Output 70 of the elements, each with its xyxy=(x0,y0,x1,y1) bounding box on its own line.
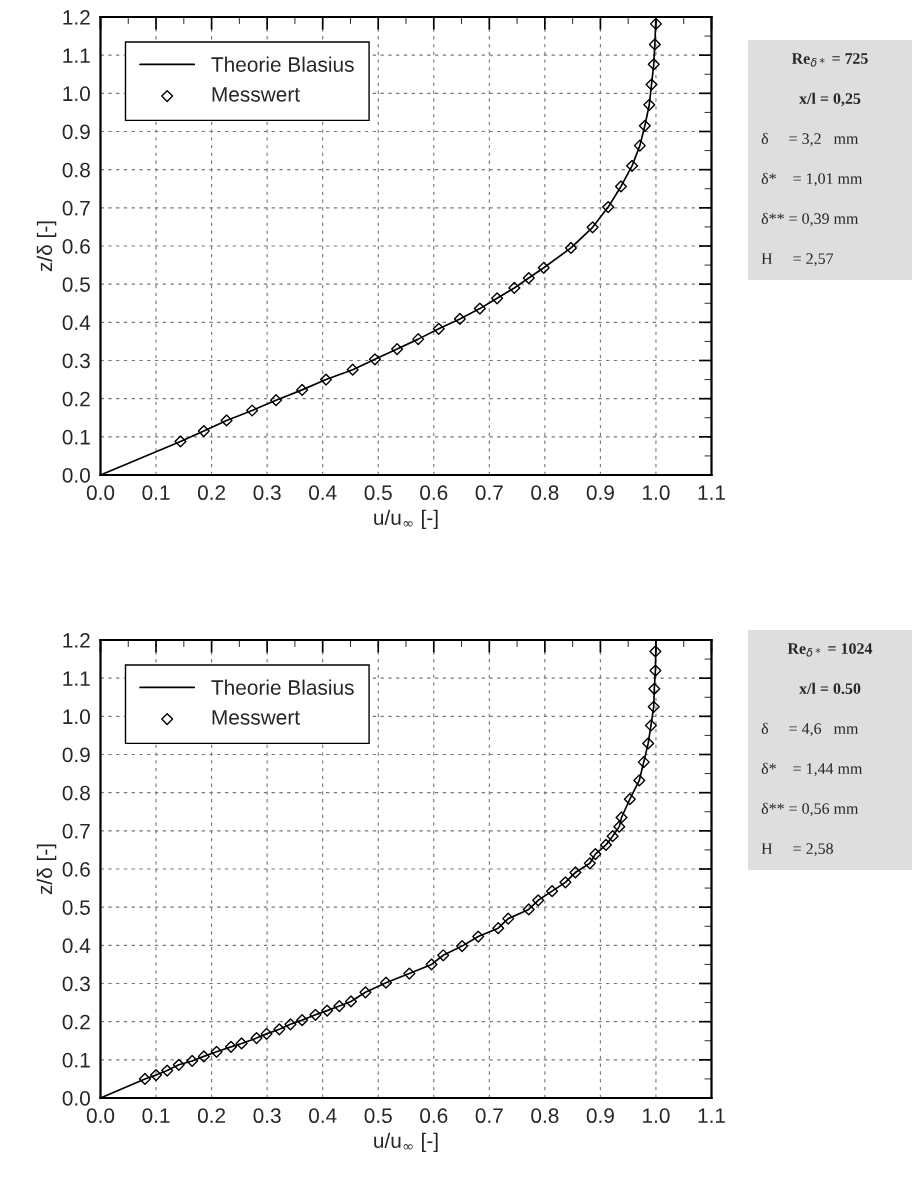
y-tick-label: 1.0 xyxy=(63,86,90,102)
x-axis-title: u/u$_{∞}$ [-] xyxy=(374,509,438,530)
y-tick-label: 0.1 xyxy=(62,429,90,445)
x-tick-label: 0.2 xyxy=(197,1108,226,1124)
y-tick-label: 1.1 xyxy=(63,48,90,63)
text: x/l = 0.50 xyxy=(799,682,861,695)
y-tick-label: 0.0 xyxy=(62,1091,90,1106)
x-tick-label: 0.1 xyxy=(142,1108,170,1124)
text: Re$_{δ*}$ = 725 xyxy=(791,53,868,67)
legend-label: Messwert xyxy=(212,87,300,102)
text: H = 2,57 xyxy=(761,253,834,267)
x-tick-label: 0.3 xyxy=(253,1108,281,1124)
x-tick-label: 0.3 xyxy=(253,485,281,501)
y-tick-label: 1.2 xyxy=(63,633,90,648)
x-tick-label: 0.6 xyxy=(420,485,448,501)
y-axis-title: z/δ [-] xyxy=(36,844,57,895)
y-tick-label: 0.5 xyxy=(62,277,90,292)
text: δ* = 1,44 mm xyxy=(761,762,863,777)
y-tick-label: 0.4 xyxy=(62,938,91,954)
x-tick-label: 1.0 xyxy=(643,1108,670,1124)
y-tick-label: 1.1 xyxy=(63,671,90,686)
text: δ = 3,2 mm xyxy=(761,132,859,147)
y-tick-label: 0.1 xyxy=(62,1052,90,1068)
y-tick-label: 0.6 xyxy=(62,239,90,254)
legend-label: Theorie Blasius xyxy=(211,56,354,72)
x-tick-label: 0.5 xyxy=(364,485,392,501)
y-tick-label: 0.9 xyxy=(62,747,90,763)
x-axis-title: u/u$_{∞}$ [-] xyxy=(374,1132,438,1153)
x-tick-label: 0.0 xyxy=(86,1108,115,1124)
x-tick-label: 0.7 xyxy=(475,485,503,501)
y-tick-label: 1.2 xyxy=(63,10,90,25)
text: δ** = 0,39 mm xyxy=(761,212,859,227)
y-tick-label: 0.6 xyxy=(62,862,90,877)
x-tick-label: 0.8 xyxy=(531,485,559,501)
y-tick-label: 0.3 xyxy=(62,353,90,369)
text: Re$_{δ*}$ = 1024 xyxy=(787,643,873,657)
x-tick-label: 1.1 xyxy=(698,1108,725,1123)
text: δ** = 0,56 mm xyxy=(761,802,859,817)
y-tick-label: 1.0 xyxy=(63,709,90,725)
y-tick-label: 0.5 xyxy=(62,900,90,915)
x-tick-label: 0.9 xyxy=(586,485,614,501)
x-tick-label: 0.0 xyxy=(86,485,115,501)
x-tick-label: 0.4 xyxy=(309,485,337,501)
x-tick-label: 0.2 xyxy=(197,485,226,501)
y-tick-label: 0.7 xyxy=(62,823,90,839)
x-tick-label: 0.7 xyxy=(475,1108,503,1124)
text: δ* = 1,01 mm xyxy=(761,172,863,187)
y-tick-label: 0.0 xyxy=(62,468,90,483)
y-tick-label: 0.8 xyxy=(62,162,90,178)
x-tick-label: 0.9 xyxy=(586,1108,614,1124)
y-tick-label: 0.4 xyxy=(62,315,91,331)
text: H = 2,58 xyxy=(761,843,833,857)
x-tick-label: 0.5 xyxy=(364,1108,392,1124)
y-tick-label: 0.8 xyxy=(62,785,90,801)
legend-label: Messwert xyxy=(212,710,300,725)
x-tick-label: 1.0 xyxy=(643,485,670,501)
y-axis-title: z/δ [-] xyxy=(36,221,57,272)
y-tick-label: 0.3 xyxy=(62,976,90,992)
y-tick-label: 0.2 xyxy=(62,1014,90,1030)
x-tick-label: 0.8 xyxy=(531,1108,559,1124)
text: x/l = 0,25 xyxy=(799,92,861,107)
y-tick-label: 0.7 xyxy=(62,200,90,216)
y-tick-label: 0.9 xyxy=(62,124,90,140)
x-tick-label: 0.1 xyxy=(142,485,170,501)
x-tick-label: 0.6 xyxy=(420,1108,448,1124)
x-tick-label: 0.4 xyxy=(309,1108,337,1124)
x-tick-label: 1.1 xyxy=(698,485,725,500)
y-tick-label: 0.2 xyxy=(62,391,90,407)
text: δ = 4,6 mm xyxy=(761,722,859,737)
legend-label: Theorie Blasius xyxy=(211,679,354,695)
